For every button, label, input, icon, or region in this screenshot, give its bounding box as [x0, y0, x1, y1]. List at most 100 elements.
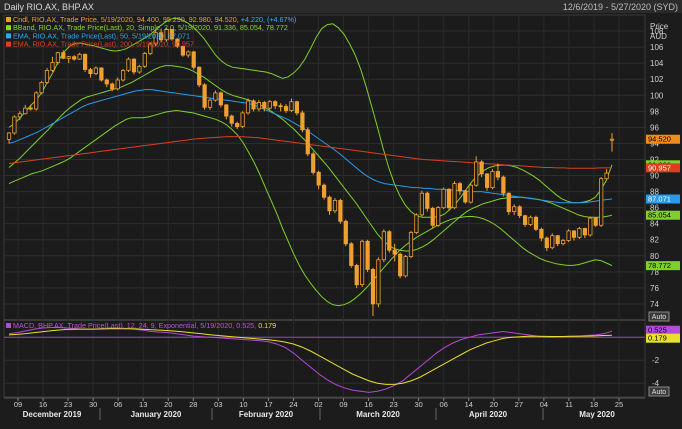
date-axis: 09 16 23 30 06 13 20 28 03 10 17 24 02 09 16 23 30 06 14 20…: [4, 397, 645, 420]
candle-body: [506, 192, 511, 213]
legend-entry: Cndl, RIO.AX, Trade Price, 5/19/2020, 94…: [13, 15, 296, 24]
macd-panel: [3, 319, 646, 398]
legend-part: BBand, RIO.AX, Trade Price(Last), 20, Si…: [13, 23, 288, 32]
price-tick-label: 84: [650, 220, 659, 229]
date-tick-label: 16: [39, 400, 47, 409]
candle-body: [381, 231, 387, 261]
month-label: February 2020: [239, 410, 294, 419]
macd-value-tag-bg: [646, 333, 680, 343]
macd-lines: [4, 327, 645, 393]
candle-body: [343, 220, 348, 245]
date-tick-label: 25: [615, 400, 623, 409]
candle-body: [593, 217, 598, 226]
auto-scale-button-price[interactable]: Auto: [648, 311, 670, 322]
candle-body: [316, 171, 321, 186]
candle-body: [50, 62, 55, 71]
legend-part: MACD, BHP.AX, Trade Price(Last), 12, 24,…: [13, 321, 258, 330]
candle-body: [6, 132, 12, 140]
price-tick-label: 80: [650, 252, 659, 261]
overlay-line: [8, 65, 613, 252]
candle-body: [457, 183, 463, 192]
macd-value-tag-label: 0.179: [648, 334, 667, 343]
auto-scale-label-macd: Auto: [652, 389, 667, 396]
date-tick-label: 23: [64, 400, 72, 409]
candle-body: [175, 38, 180, 47]
price-legend: Cndl, RIO.AX, Trade Price, 5/19/2020, 94…: [6, 15, 296, 49]
candle-body: [153, 32, 158, 45]
price-tick-label: 106: [650, 43, 664, 52]
candle-body: [376, 259, 381, 305]
macd-tick-label: -4: [652, 379, 660, 388]
candle-body: [300, 112, 305, 131]
value-tag-label: 85.054: [648, 211, 671, 220]
candle-body: [387, 231, 392, 251]
candle-body: [121, 70, 126, 81]
candle-body: [577, 228, 582, 238]
date-tick-label: 20: [490, 400, 498, 409]
candle-body: [126, 58, 131, 71]
candle-body: [207, 99, 213, 108]
legend-swatch: [6, 17, 11, 22]
candle-body: [213, 92, 218, 101]
candle-body: [446, 188, 452, 209]
candle-body: [77, 53, 82, 60]
legend-swatch: [6, 323, 11, 328]
value-tag-bg: [646, 210, 680, 220]
value-tag: 85.054: [646, 210, 680, 220]
candle-body: [137, 66, 142, 73]
candle-body: [311, 153, 316, 173]
overlay-line: [8, 109, 613, 307]
date-tick-label: 06: [440, 400, 448, 409]
date-tick-label: 24: [289, 400, 297, 409]
date-tick-label: 20: [164, 400, 172, 409]
month-label: January 2020: [131, 410, 182, 419]
candle-body: [164, 28, 169, 41]
candle-body: [582, 228, 588, 236]
candle-body: [338, 199, 343, 222]
legend-entry: BBand, RIO.AX, Trade Price(Last), 20, Si…: [13, 23, 288, 32]
macd-value-tag-label: 0.525: [648, 326, 667, 335]
date-tick-label: 13: [139, 400, 147, 409]
value-tag: 78.772: [646, 261, 680, 271]
value-tag: 90.957: [646, 163, 680, 173]
candle-body: [609, 138, 615, 141]
macd-series-line: [8, 328, 613, 385]
candle-body: [544, 237, 549, 249]
date-tick-label: 09: [339, 400, 347, 409]
price-axis-ticks: 108 106 104 102 100 98 96 94 92 90 88 86 84 82 80 78 76 7…: [650, 27, 664, 309]
candle-body: [495, 171, 501, 178]
price-tick-label: 86: [650, 204, 659, 213]
candle-body: [93, 67, 98, 74]
price-tick-label: 88: [650, 188, 659, 197]
auto-scale-button-macd[interactable]: Auto: [648, 386, 670, 397]
candle-body: [359, 240, 365, 286]
candle-body: [392, 249, 397, 255]
macd-series-line: [8, 327, 613, 393]
candle-body: [490, 171, 495, 189]
candle-body: [88, 69, 93, 74]
candle-body: [44, 70, 50, 83]
date-tick-label: 11: [565, 400, 573, 409]
legend-part: +4.220, (+4.67%): [241, 15, 297, 24]
candle-body: [327, 196, 332, 212]
date-tick-label: 28: [189, 400, 197, 409]
candle-body: [550, 235, 555, 249]
date-tick-label: 27: [515, 400, 523, 409]
candle-body: [533, 216, 539, 230]
date-tick-label: 18: [590, 400, 598, 409]
candle-body: [191, 51, 196, 68]
candle-body: [436, 207, 441, 226]
date-tick-label: 06: [114, 400, 122, 409]
macd-value-tag-bg: [646, 325, 680, 335]
candle-body: [218, 92, 223, 106]
value-tag-label: 94.520: [648, 135, 671, 144]
candle-body: [294, 101, 300, 114]
value-tag: 87.071: [646, 194, 680, 204]
candle-body: [142, 53, 147, 67]
candle-body: [23, 107, 28, 115]
candle-body: [479, 161, 484, 175]
candle-body: [224, 104, 229, 117]
macd-tick-label: -2: [652, 356, 660, 365]
overlay-line: [8, 17, 613, 218]
candle-body: [55, 52, 61, 63]
